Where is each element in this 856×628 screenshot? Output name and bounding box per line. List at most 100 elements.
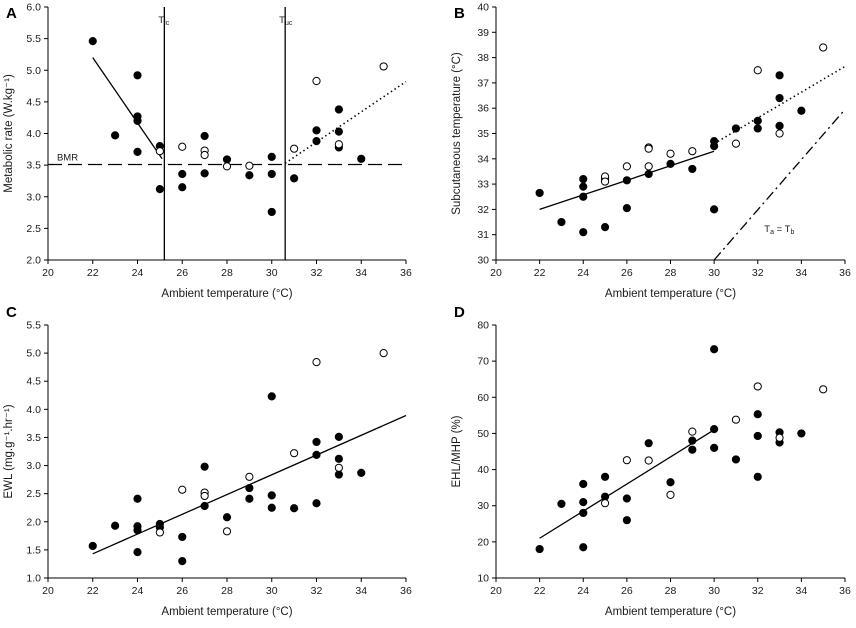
- y-tick-label: 31: [477, 229, 489, 241]
- y-axis-label: Subcutaneous temperature (°C): [451, 52, 463, 215]
- filled-data-point: [557, 499, 566, 509]
- x-tick-label: 32: [752, 267, 764, 279]
- filled-data-point: [133, 116, 142, 125]
- x-tick-label: 26: [621, 267, 633, 279]
- filled-data-point: [222, 155, 232, 164]
- filled-data-point: [666, 478, 675, 487]
- x-tick-label: 22: [87, 585, 99, 597]
- y-tick-label: 39: [477, 27, 489, 39]
- filled-data-point: [178, 183, 187, 192]
- filled-data-point: [178, 557, 187, 566]
- y-tick-label: 36: [477, 103, 489, 115]
- open-data-point: [644, 456, 653, 465]
- filled-data-point: [688, 436, 697, 445]
- filled-data-point: [710, 142, 719, 151]
- y-tick-label: 1.0: [26, 573, 41, 585]
- x-axis-label: Ambient temperature (°C): [161, 288, 292, 300]
- filled-data-point: [622, 204, 631, 213]
- y-tick-label: 3.5: [26, 160, 41, 172]
- filled-data-point: [245, 494, 254, 503]
- x-tick-label: 32: [311, 585, 323, 597]
- y-tick-label: 40: [477, 464, 489, 476]
- filled-data-point: [334, 432, 343, 441]
- filled-data-point: [535, 544, 544, 554]
- open-data-point: [819, 43, 828, 52]
- filled-data-point: [312, 136, 321, 146]
- open-data-point: [290, 144, 299, 153]
- x-tick-label: 24: [577, 267, 589, 279]
- filled-data-point: [357, 154, 366, 163]
- y-tick-label: 30: [477, 255, 489, 267]
- x-tick-label: 20: [42, 267, 54, 279]
- solid-line: [92, 57, 163, 160]
- dashdot-line: [713, 109, 846, 261]
- open-data-point: [178, 142, 187, 151]
- y-tick-label: 3.5: [26, 432, 41, 444]
- y-tick-label: 37: [477, 77, 489, 89]
- open-data-point: [753, 66, 762, 75]
- dotted-line: [284, 80, 407, 164]
- filled-data-point: [267, 152, 276, 162]
- filled-data-point: [579, 508, 588, 518]
- y-tick-label: 35: [477, 128, 489, 140]
- y-tick-label: 32: [477, 204, 489, 216]
- annotation-text: BMR: [57, 152, 78, 163]
- filled-data-point: [222, 513, 232, 522]
- filled-data-point: [753, 116, 762, 125]
- filled-data-point: [666, 159, 675, 168]
- filled-data-point: [133, 494, 142, 503]
- filled-data-point: [535, 188, 544, 198]
- filled-data-point: [579, 543, 588, 552]
- x-tick-label: 30: [266, 267, 278, 279]
- filled-data-point: [753, 410, 762, 419]
- x-tick-label: 34: [355, 267, 367, 279]
- y-tick-label: 2.5: [26, 488, 41, 500]
- x-tick-label: 20: [490, 267, 502, 279]
- panel-letter: D: [454, 304, 465, 321]
- filled-data-point: [267, 503, 276, 512]
- annotation-text: Tuc: [279, 15, 293, 27]
- x-tick-label: 26: [176, 267, 188, 279]
- filled-data-point: [688, 445, 697, 454]
- x-tick-label: 30: [708, 267, 720, 279]
- x-tick-label: 36: [400, 585, 412, 597]
- x-tick-label: 28: [665, 267, 677, 279]
- y-axis-label: EWL (mg.g⁻¹.hr⁻¹): [3, 404, 15, 498]
- open-data-point: [666, 149, 675, 158]
- filled-data-point: [312, 126, 321, 135]
- x-tick-label: 26: [176, 585, 188, 597]
- filled-data-point: [622, 494, 631, 503]
- filled-data-point: [753, 472, 762, 481]
- x-tick-label: 28: [665, 585, 677, 597]
- x-tick-label: 20: [490, 585, 502, 597]
- x-tick-label: 34: [796, 267, 808, 279]
- y-axis-label: EHL/MHP (%): [451, 415, 463, 487]
- filled-data-point: [731, 455, 741, 464]
- y-tick-label: 4.5: [26, 376, 41, 388]
- y-tick-label: 3.0: [26, 460, 41, 472]
- open-data-point: [666, 490, 675, 499]
- filled-data-point: [178, 532, 187, 542]
- panel-letter: A: [6, 5, 17, 22]
- open-data-point: [155, 528, 164, 537]
- open-data-point: [644, 162, 653, 171]
- panel-a: A 20 22 24 26 28 30 32 34 36 2.0 2.5 3.0 3.5 4.0 4.5 5.0…: [3, 2, 412, 301]
- filled-data-point: [133, 548, 142, 557]
- filled-data-point: [133, 71, 142, 80]
- filled-data-point: [579, 479, 588, 489]
- x-tick-label: 28: [221, 585, 233, 597]
- x-tick-label: 22: [87, 267, 99, 279]
- filled-data-point: [312, 437, 321, 447]
- x-tick-label: 36: [400, 267, 412, 279]
- x-tick-label: 26: [621, 585, 633, 597]
- open-data-point: [622, 456, 631, 465]
- filled-data-point: [178, 169, 187, 179]
- filled-data-point: [710, 424, 719, 434]
- filled-data-point: [731, 124, 741, 133]
- x-tick-label: 32: [311, 267, 323, 279]
- open-data-point: [775, 433, 784, 442]
- open-data-point: [600, 177, 610, 186]
- filled-data-point: [775, 93, 784, 103]
- filled-data-point: [775, 71, 784, 80]
